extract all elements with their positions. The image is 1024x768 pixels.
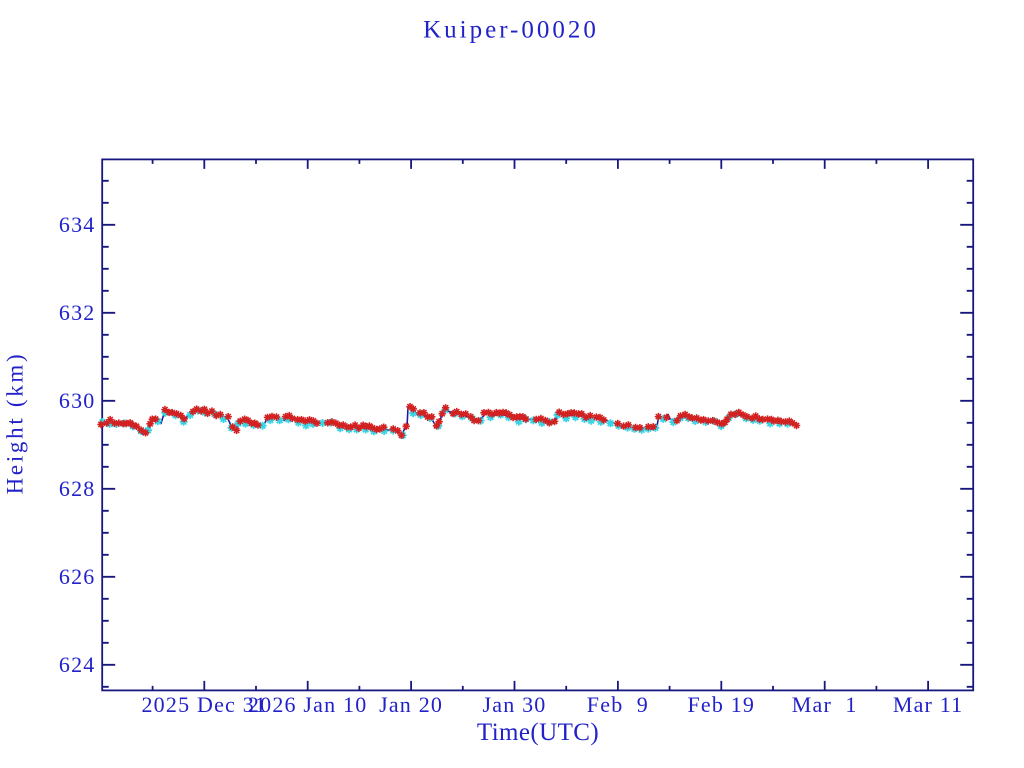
svg-text:626: 626 bbox=[59, 564, 96, 589]
svg-text:624: 624 bbox=[59, 652, 96, 677]
svg-text:2026 Jan 10: 2026 Jan 10 bbox=[248, 692, 368, 717]
svg-text:634: 634 bbox=[59, 212, 96, 237]
svg-text:628: 628 bbox=[59, 476, 96, 501]
svg-text:Mar 11: Mar 11 bbox=[893, 692, 964, 717]
svg-text:Height (km): Height (km) bbox=[3, 352, 28, 495]
svg-text:Time(UTC): Time(UTC) bbox=[477, 719, 599, 746]
svg-text:Jan 20: Jan 20 bbox=[379, 692, 443, 717]
svg-text:2025 Dec 31: 2025 Dec 31 bbox=[141, 692, 267, 717]
svg-text:630: 630 bbox=[59, 388, 96, 413]
svg-text:Feb 9: Feb 9 bbox=[587, 692, 649, 717]
svg-text:Jan 30: Jan 30 bbox=[482, 692, 546, 717]
svg-text:Mar 1: Mar 1 bbox=[792, 692, 858, 717]
svg-text:Kuiper-00020: Kuiper-00020 bbox=[423, 17, 599, 44]
svg-text:Feb 19: Feb 19 bbox=[687, 692, 755, 717]
svg-text:632: 632 bbox=[59, 300, 96, 325]
